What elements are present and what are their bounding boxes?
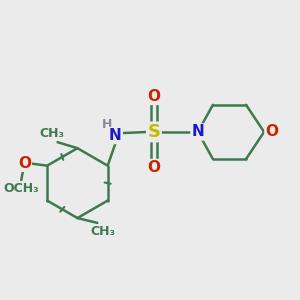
Text: S: S: [147, 123, 161, 141]
Text: CH₃: CH₃: [90, 225, 115, 239]
Text: OCH₃: OCH₃: [4, 182, 39, 195]
Text: O: O: [147, 89, 161, 104]
Text: H: H: [102, 118, 113, 131]
Text: O: O: [266, 124, 278, 140]
Text: O: O: [147, 160, 161, 175]
Text: N: N: [191, 124, 204, 140]
Text: O: O: [18, 156, 31, 171]
Text: CH₃: CH₃: [40, 127, 64, 140]
Text: N: N: [109, 128, 122, 143]
